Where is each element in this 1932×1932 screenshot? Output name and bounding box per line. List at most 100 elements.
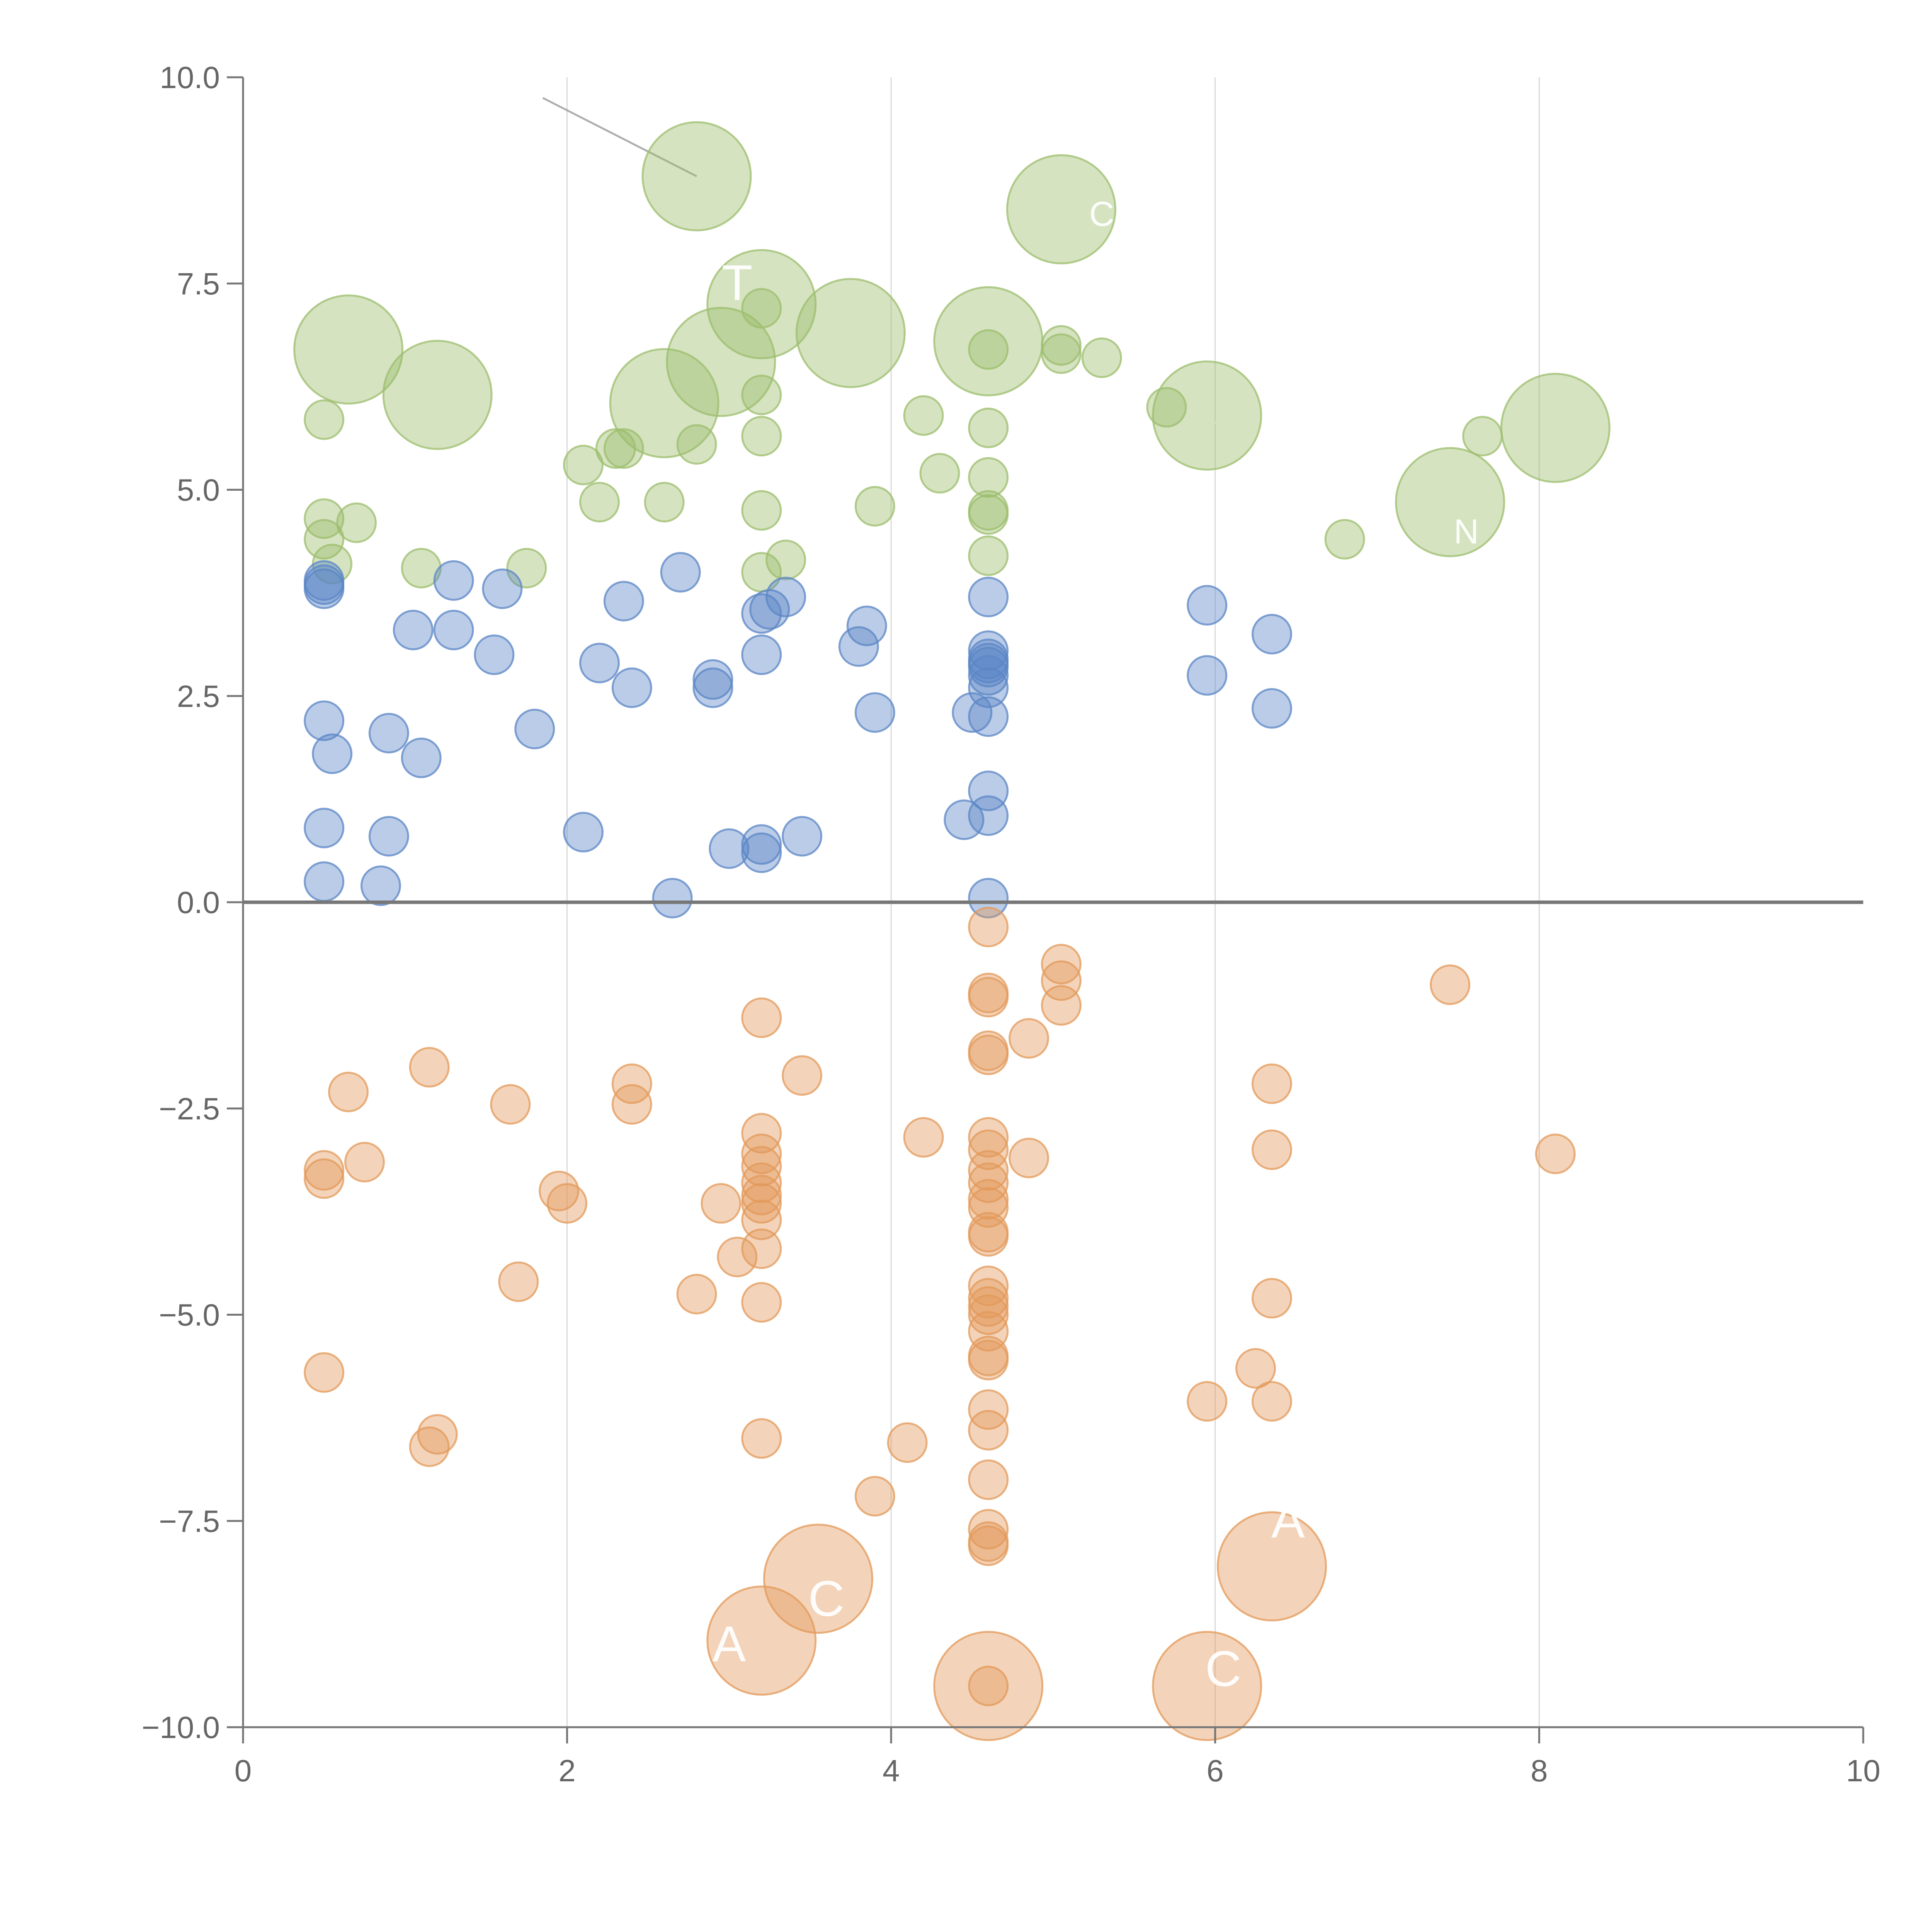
green-point xyxy=(968,457,1009,498)
orange-point xyxy=(741,1146,782,1187)
green-point xyxy=(706,249,817,359)
blue-point xyxy=(854,692,895,733)
orange-point xyxy=(1252,1129,1293,1170)
green-point xyxy=(741,288,782,329)
blue-point xyxy=(563,812,604,853)
orange-point xyxy=(547,1183,588,1224)
orange-point xyxy=(328,1071,369,1112)
blue-point xyxy=(660,552,701,593)
green-point xyxy=(579,482,620,523)
x-tick-label: 4 xyxy=(883,1753,900,1788)
green-point xyxy=(666,307,776,417)
y-tick-label: −7.5 xyxy=(159,1504,220,1538)
point-labels: T C A C A C N xyxy=(713,195,1479,1697)
blue-point xyxy=(360,865,401,906)
orange-point xyxy=(1041,960,1082,1001)
orange-point xyxy=(968,1179,1009,1220)
orange-point xyxy=(968,1389,1009,1430)
green-point xyxy=(1152,360,1262,471)
green-point xyxy=(676,424,717,465)
data-points xyxy=(293,121,1611,1741)
orange-point xyxy=(968,1187,1009,1228)
orange-point xyxy=(763,1524,874,1634)
orange-point xyxy=(1187,1381,1228,1422)
orange-point xyxy=(1041,985,1082,1026)
leader-line xyxy=(801,1578,819,1608)
leader-line xyxy=(542,97,697,177)
blue-point xyxy=(709,828,750,869)
orange-point xyxy=(1009,1018,1049,1059)
blue-point xyxy=(1187,655,1228,696)
green-point xyxy=(741,374,782,415)
green-point xyxy=(382,340,493,450)
orange-point xyxy=(304,1352,345,1393)
point-label: A xyxy=(713,1616,746,1672)
orange-point xyxy=(887,1422,928,1463)
green-point xyxy=(1395,447,1505,558)
green-point xyxy=(854,486,895,527)
blue-point xyxy=(514,709,555,750)
orange-point xyxy=(968,1521,1009,1562)
orange-point xyxy=(968,1034,1009,1075)
point-label: T xyxy=(722,254,752,311)
green-point xyxy=(641,121,752,231)
axes: 0 2 4 6 8 10 10.0 7.5 5.0 2.5 0.0 −2.5 −5.0 −7.5 −10.0 xyxy=(142,60,1881,1788)
orange-point xyxy=(701,1183,742,1224)
blue-point xyxy=(393,609,434,650)
green-point xyxy=(336,502,377,543)
leader-line xyxy=(628,402,657,417)
blue-point xyxy=(312,733,353,774)
green-point xyxy=(563,444,604,485)
orange-point xyxy=(741,1113,782,1154)
green-point xyxy=(1324,519,1365,560)
green-point xyxy=(903,395,944,436)
leader-line xyxy=(1206,415,1232,437)
orange-point xyxy=(676,1274,717,1315)
green-point xyxy=(609,348,719,458)
orange-point xyxy=(741,1162,782,1203)
orange-point xyxy=(344,1142,385,1183)
leader-lines xyxy=(356,97,1556,1687)
green-point xyxy=(304,498,345,539)
green-point xyxy=(293,294,404,405)
orange-point xyxy=(968,1294,1009,1335)
y-tick-label: −5.0 xyxy=(159,1298,220,1332)
green-point xyxy=(741,490,782,531)
orange-point xyxy=(1252,1278,1293,1319)
leader-line xyxy=(1061,208,1086,214)
y-tick-label: 5.0 xyxy=(177,473,220,507)
blue-point xyxy=(692,659,733,700)
orange-point xyxy=(968,1665,1009,1706)
orange-point xyxy=(1235,1348,1276,1389)
orange-point xyxy=(968,977,1009,1018)
orange-point xyxy=(1217,1511,1327,1622)
orange-point xyxy=(782,1055,823,1096)
orange-point xyxy=(741,1418,782,1459)
green-point xyxy=(968,535,1009,576)
blue-point xyxy=(368,816,409,857)
blue-point xyxy=(741,832,782,873)
blue-point xyxy=(433,560,474,601)
green-point xyxy=(968,407,1009,448)
orange-point xyxy=(539,1170,580,1211)
blue-point xyxy=(846,605,887,646)
blue-point xyxy=(968,795,1009,836)
blue-point xyxy=(968,770,1009,811)
green-point xyxy=(1146,387,1187,428)
green-point xyxy=(1041,325,1082,366)
blue-point xyxy=(968,878,1009,918)
blue-point xyxy=(433,609,474,650)
leader-line xyxy=(850,320,875,330)
orange-point xyxy=(741,1175,782,1216)
orange-point xyxy=(1535,1133,1576,1174)
leader-line xyxy=(1207,1681,1224,1687)
blue-point xyxy=(952,692,993,733)
orange-point xyxy=(1041,944,1082,985)
blue-point xyxy=(304,861,345,902)
orange-point xyxy=(1252,1063,1293,1104)
orange-point xyxy=(717,1236,758,1277)
blue-point xyxy=(368,713,409,753)
orange-point xyxy=(304,1150,345,1191)
point-label: A xyxy=(1271,1492,1305,1548)
x-tick-label: 0 xyxy=(235,1753,252,1788)
